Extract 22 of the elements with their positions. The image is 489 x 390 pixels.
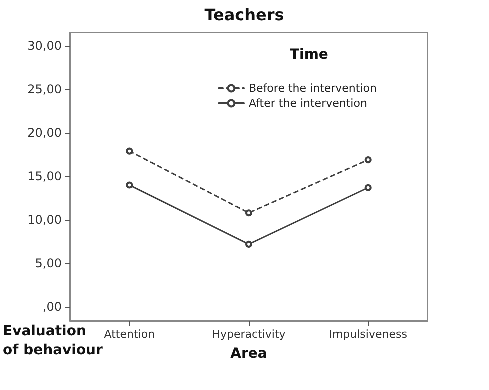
y-tick-label: 15,00 [28,170,62,184]
point [246,240,252,248]
y-tick-label: 25,00 [28,82,62,97]
legend-title: Time [290,47,328,63]
y-tick-label: 10,00 [28,213,62,228]
point [126,182,134,189]
legend-label: Before the intervention [249,82,377,95]
y-tick-label: 5,00 [35,256,62,271]
y-tick-label: 20,00 [28,126,62,140]
point [364,184,372,192]
y-axis-title: Evaluation of behaviour [3,324,104,358]
point [246,210,252,217]
x-tick-label: Attention [104,328,156,341]
point [364,156,372,164]
y-tick-label: ,00 [42,300,62,314]
legend-label: After the intervention [249,97,368,110]
x-tick-label: Impulsiveness [329,328,408,341]
chart-title: Teachers [204,6,284,24]
x-tick-label: Hyperactivity [212,328,286,341]
y-tick-label: 30,00 [28,39,62,54]
point [126,148,134,155]
x-axis-title: Area [230,346,268,362]
